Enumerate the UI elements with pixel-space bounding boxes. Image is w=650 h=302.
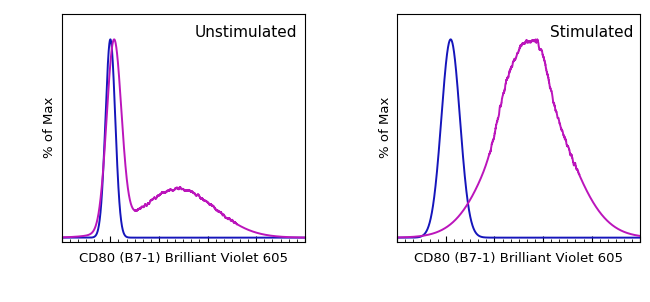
X-axis label: CD80 (B7-1) Brilliant Violet 605: CD80 (B7-1) Brilliant Violet 605 xyxy=(414,252,623,265)
Text: Stimulated: Stimulated xyxy=(550,25,633,40)
Y-axis label: % of Max: % of Max xyxy=(379,97,392,158)
Y-axis label: % of Max: % of Max xyxy=(43,97,56,158)
X-axis label: CD80 (B7-1) Brilliant Violet 605: CD80 (B7-1) Brilliant Violet 605 xyxy=(79,252,288,265)
Text: Unstimulated: Unstimulated xyxy=(195,25,298,40)
